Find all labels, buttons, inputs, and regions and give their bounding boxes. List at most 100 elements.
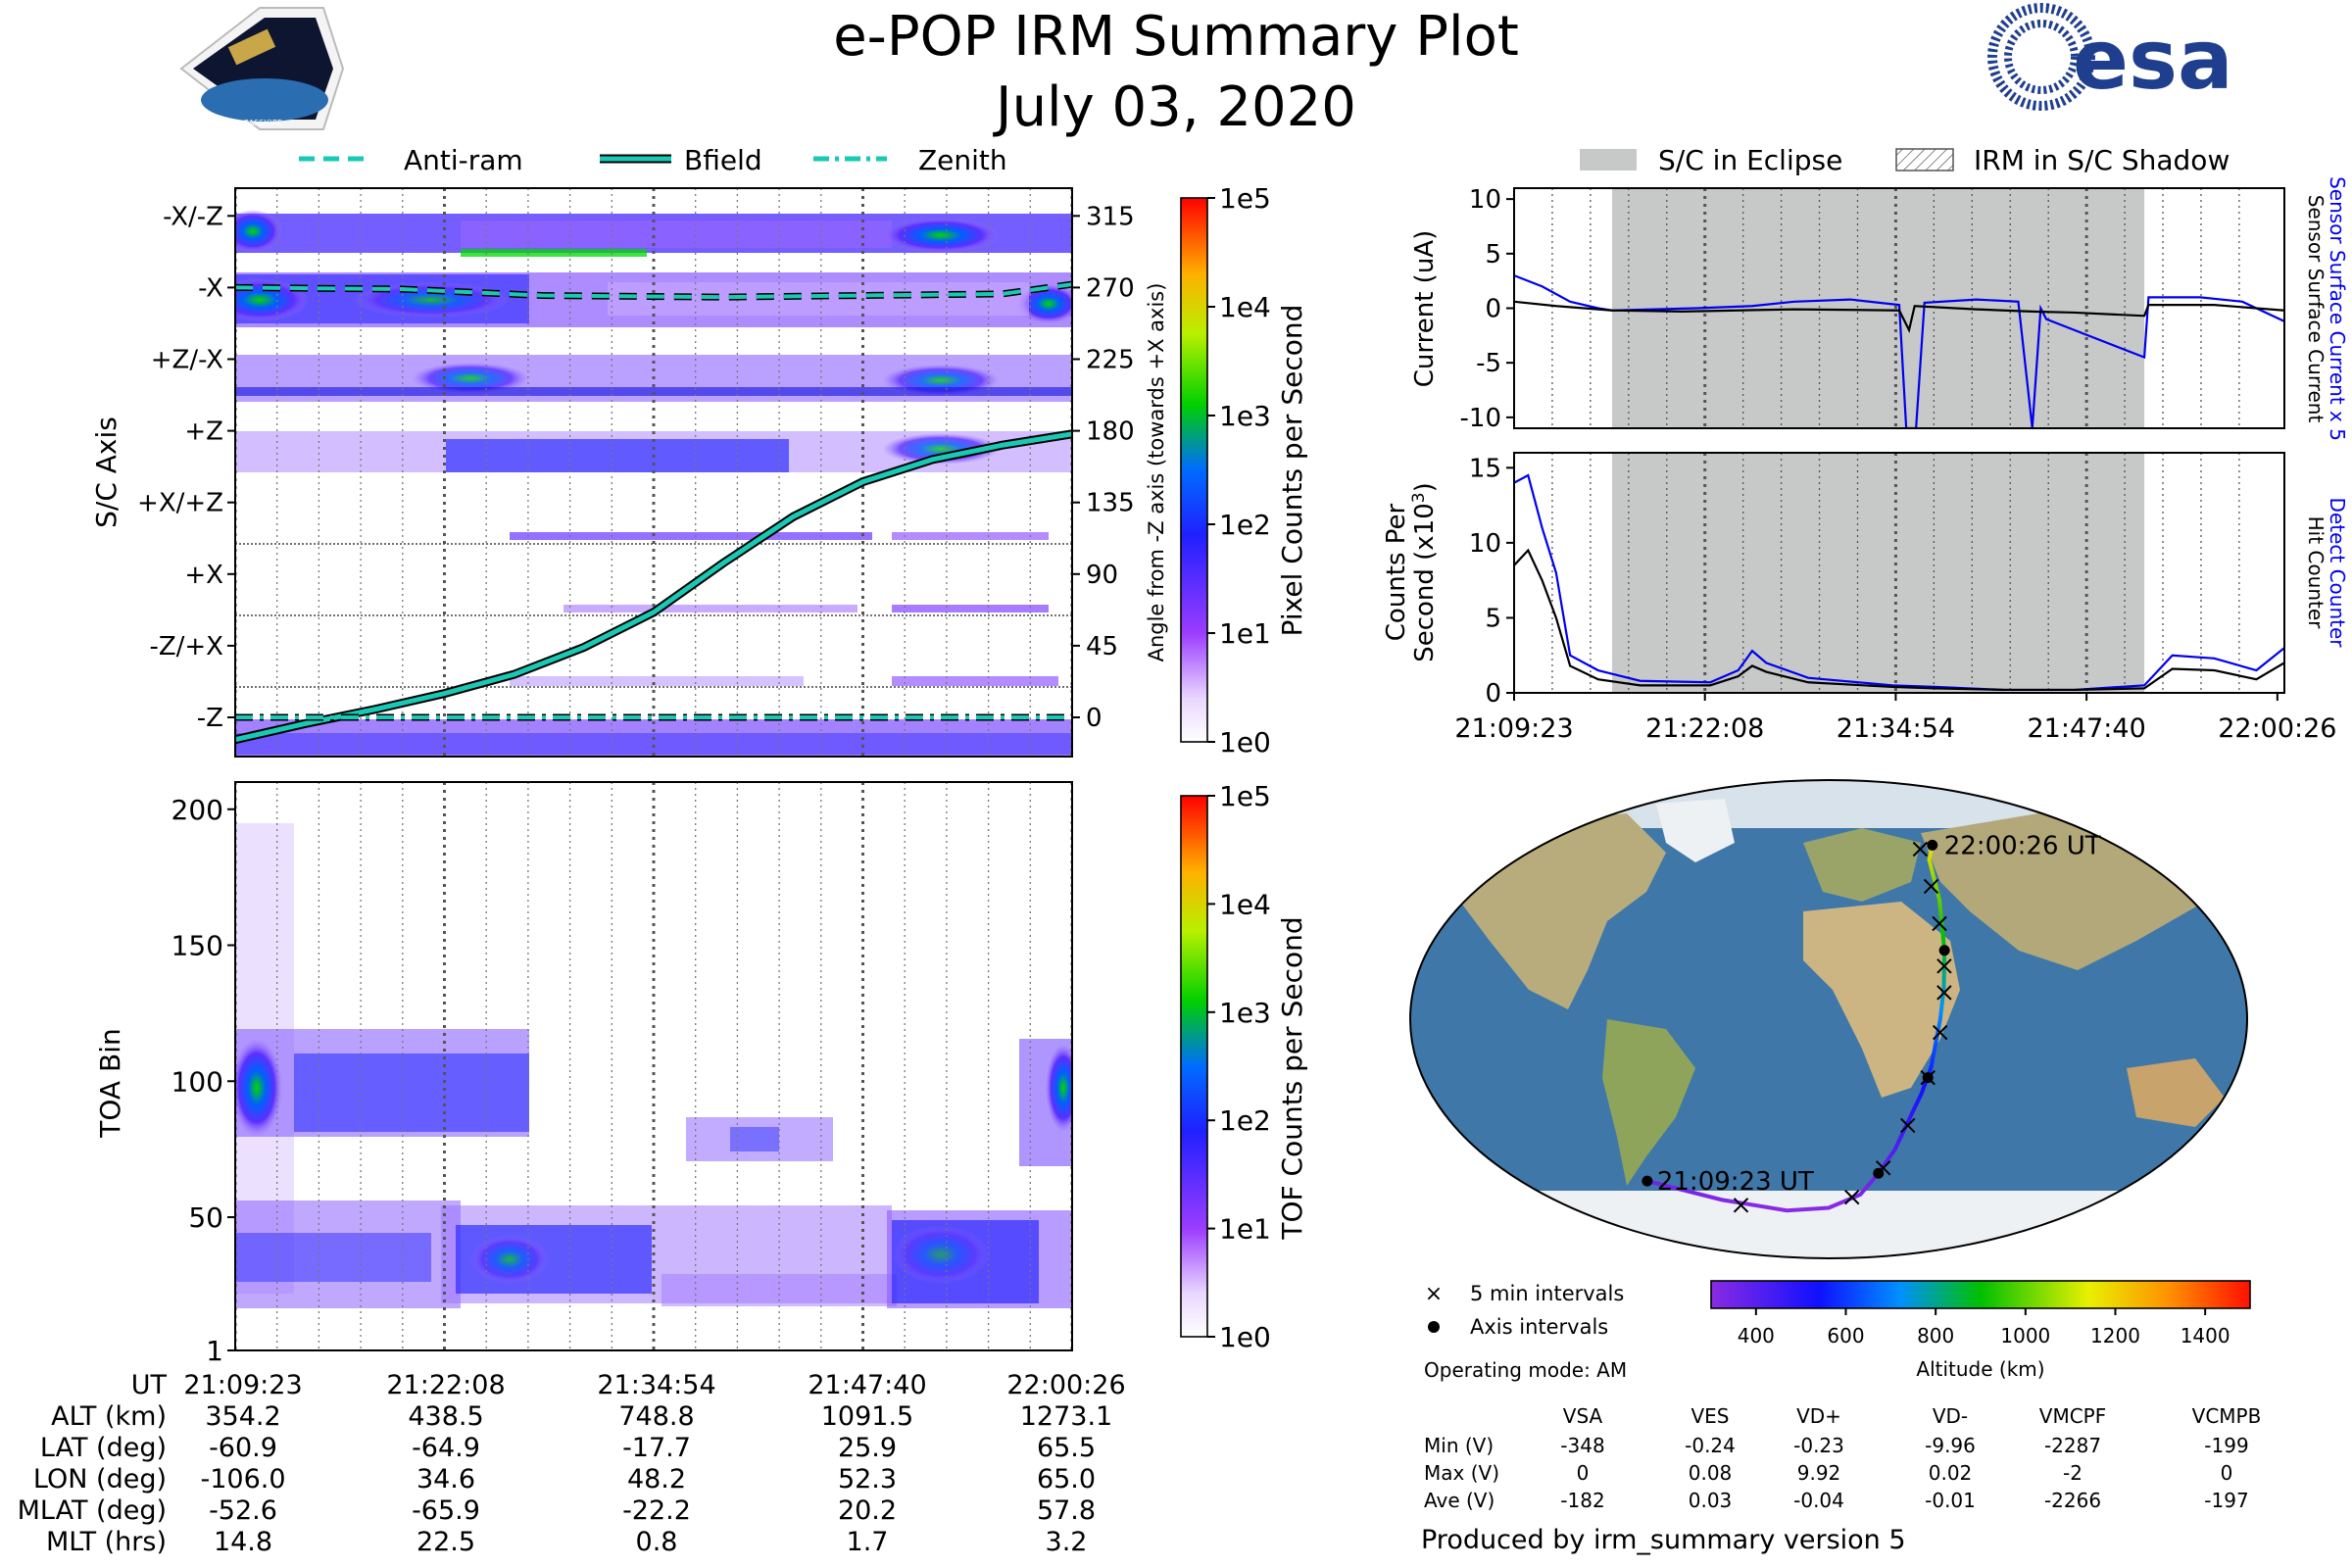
axis-label-3: +Z xyxy=(184,417,223,447)
legend-bfield: Bfield xyxy=(684,144,762,176)
axis-marker xyxy=(1927,839,1938,851)
current-panel: 10 5 0 -5 -10 Current (uA) Sensor Surface Cu… xyxy=(1410,176,2349,441)
five-min-marker-stroke xyxy=(1733,1198,1749,1213)
tof-heatmap xyxy=(235,823,1072,1308)
ephem-row-label: UT xyxy=(131,1370,168,1400)
five-min-marker xyxy=(1733,1198,1749,1213)
tof-colorbar-label: TOF Counts per Second xyxy=(1276,916,1308,1240)
current-tick-label: 0 xyxy=(1485,295,1501,324)
altitude-tick-label: 600 xyxy=(1827,1324,1864,1348)
series-hit-counter xyxy=(1514,548,2284,692)
ephem-cell: 748.8 xyxy=(618,1401,694,1432)
voltage-cell: 0.03 xyxy=(1689,1489,1733,1512)
world-map-background xyxy=(1410,780,2247,1258)
angle-label-135: 135 xyxy=(1086,489,1135,518)
pixel-time-grid xyxy=(235,188,1072,757)
counts-right-label-blue: Detect Counter xyxy=(2326,498,2349,649)
angle-label-315: 315 xyxy=(1086,202,1135,231)
legend-eclipse: S/C in Eclipse xyxy=(1658,144,1842,176)
esa-logo: esa xyxy=(1987,3,2233,111)
voltage-header: VES xyxy=(1690,1404,1729,1428)
ephem-cell: -17.7 xyxy=(622,1433,691,1463)
counts-axes-frame xyxy=(1513,452,2285,694)
altitude-tick-label: 1400 xyxy=(2180,1324,2230,1348)
ephem-cell: -52.6 xyxy=(209,1495,277,1526)
current-tick-label: -10 xyxy=(1460,404,1501,433)
colorbar-label-1e0: 1e0 xyxy=(1219,726,1271,759)
axis-marker xyxy=(1938,945,1950,956)
counts-x-tick-label: 21:22:08 xyxy=(1645,713,1764,744)
ephem-cell: -64.9 xyxy=(412,1433,480,1463)
counts-right-label-black: Hit Counter xyxy=(2304,516,2328,629)
voltage-header: VD+ xyxy=(1796,1404,1841,1428)
map-legend: × 5 min intervals Axis intervals Operati… xyxy=(1424,1282,1627,1382)
five-min-marker xyxy=(1912,841,1929,858)
counts-x-axis: 21:09:23 21:22:08 21:34:54 21:47:40 22:00:26 xyxy=(1454,693,2336,744)
voltage-cell: -2 xyxy=(2063,1461,2082,1485)
voltage-header: VSA xyxy=(1563,1404,1603,1428)
voltage-cell: -348 xyxy=(1560,1434,1604,1457)
colorbar-label-1e2: 1e2 xyxy=(1219,509,1271,541)
ephem-cell: 14.8 xyxy=(214,1527,272,1557)
angle-label-180: 180 xyxy=(1086,417,1135,447)
voltage-cell: -0.04 xyxy=(1793,1489,1844,1512)
five-min-marker xyxy=(1932,915,1947,932)
counts-tick-label: 15 xyxy=(1469,454,1501,483)
angle-label-225: 225 xyxy=(1086,346,1135,375)
legend-axis-intervals: Axis intervals xyxy=(1470,1315,1608,1339)
voltage-cell: 0 xyxy=(2221,1461,2233,1485)
current-right-label-black: Sensor Surface Current xyxy=(2304,195,2328,423)
current-tick-label: 5 xyxy=(1485,240,1501,270)
voltage-cell: -0.24 xyxy=(1685,1434,1736,1457)
current-y-axis: 10 5 0 -5 -10 xyxy=(1460,185,1514,433)
axis-label-1: -X xyxy=(198,273,223,303)
colorbar-label-1e1: 1e1 xyxy=(1219,1213,1271,1246)
ephem-cell: 1.7 xyxy=(847,1527,889,1557)
counts-x-tick-label: 21:34:54 xyxy=(1837,713,1955,744)
ephem-cell: -60.9 xyxy=(209,1433,277,1463)
pixel-left-axis: -X/-Z -X +Z/-X +Z +X/+Z +X -Z/+X -Z xyxy=(137,202,235,733)
five-min-marker-stroke xyxy=(1936,958,1952,974)
legend-anti-ram: Anti-ram xyxy=(404,144,523,176)
top-left-legend: Anti-ram Bfield Zenith xyxy=(299,144,1007,176)
esa-logo-text: esa xyxy=(2073,12,2233,108)
axis-marker xyxy=(1922,1072,1934,1084)
altitude-tick-label: 1000 xyxy=(2000,1324,2050,1348)
axis-label-7: -Z xyxy=(197,704,223,733)
five-min-marker xyxy=(1936,958,1952,974)
axis-label-4: +X/+Z xyxy=(137,489,223,518)
axis-label-6: -Z/+X xyxy=(149,632,223,662)
tof-tick-label-150: 150 xyxy=(172,930,223,962)
legend-five-min: 5 min intervals xyxy=(1470,1282,1624,1305)
counts-eclipse-band xyxy=(1612,453,2145,693)
voltage-header: VMCPF xyxy=(2039,1404,2106,1428)
axis-label-2: +Z/-X xyxy=(151,346,223,375)
five-min-marker-stroke xyxy=(1923,878,1939,895)
anti-ram-line xyxy=(235,282,1072,300)
colorbar-label-1e3: 1e3 xyxy=(1219,997,1271,1029)
ephem-row-label: MLT (hrs) xyxy=(46,1527,167,1557)
ephem-cell: 20.2 xyxy=(838,1495,897,1526)
series-sensor-current xyxy=(1514,300,2284,333)
pixel-colorbar: 1e5 1e4 1e3 1e2 1e1 1e0 Pixel Counts per Seco… xyxy=(1180,182,1308,759)
current-time-grid xyxy=(1551,188,2240,428)
five-min-marker xyxy=(1900,1117,1916,1134)
five-min-marker-stroke xyxy=(1844,1189,1860,1205)
shadow-legend-swatch xyxy=(1895,148,1954,172)
five-min-marker-stroke xyxy=(1932,1024,1948,1041)
counts-x-tick-label: 21:47:40 xyxy=(2028,713,2146,744)
ephem-row-label: LAT (deg) xyxy=(40,1433,167,1463)
counts-ylabel-2: Second (x103) xyxy=(1409,482,1440,662)
voltage-table: VSA VES VD+ VD- VMCPF VCMPB Min (V) -348 -0.24 -0… xyxy=(1424,1404,2261,1512)
pixel-right-axis: 315 270 225 180 135 90 45 0 xyxy=(1072,202,1135,733)
ephem-row-label: LON (deg) xyxy=(33,1464,167,1494)
orbit-end-label: 22:00:26 UT xyxy=(1944,831,2101,860)
voltage-cell: 9.92 xyxy=(1797,1461,1841,1485)
counts-time-grid xyxy=(1551,453,2240,693)
voltage-cell: 0 xyxy=(1577,1461,1590,1485)
orbit-start-label: 21:09:23 UT xyxy=(1657,1167,1814,1197)
legend-zenith: Zenith xyxy=(918,144,1007,176)
